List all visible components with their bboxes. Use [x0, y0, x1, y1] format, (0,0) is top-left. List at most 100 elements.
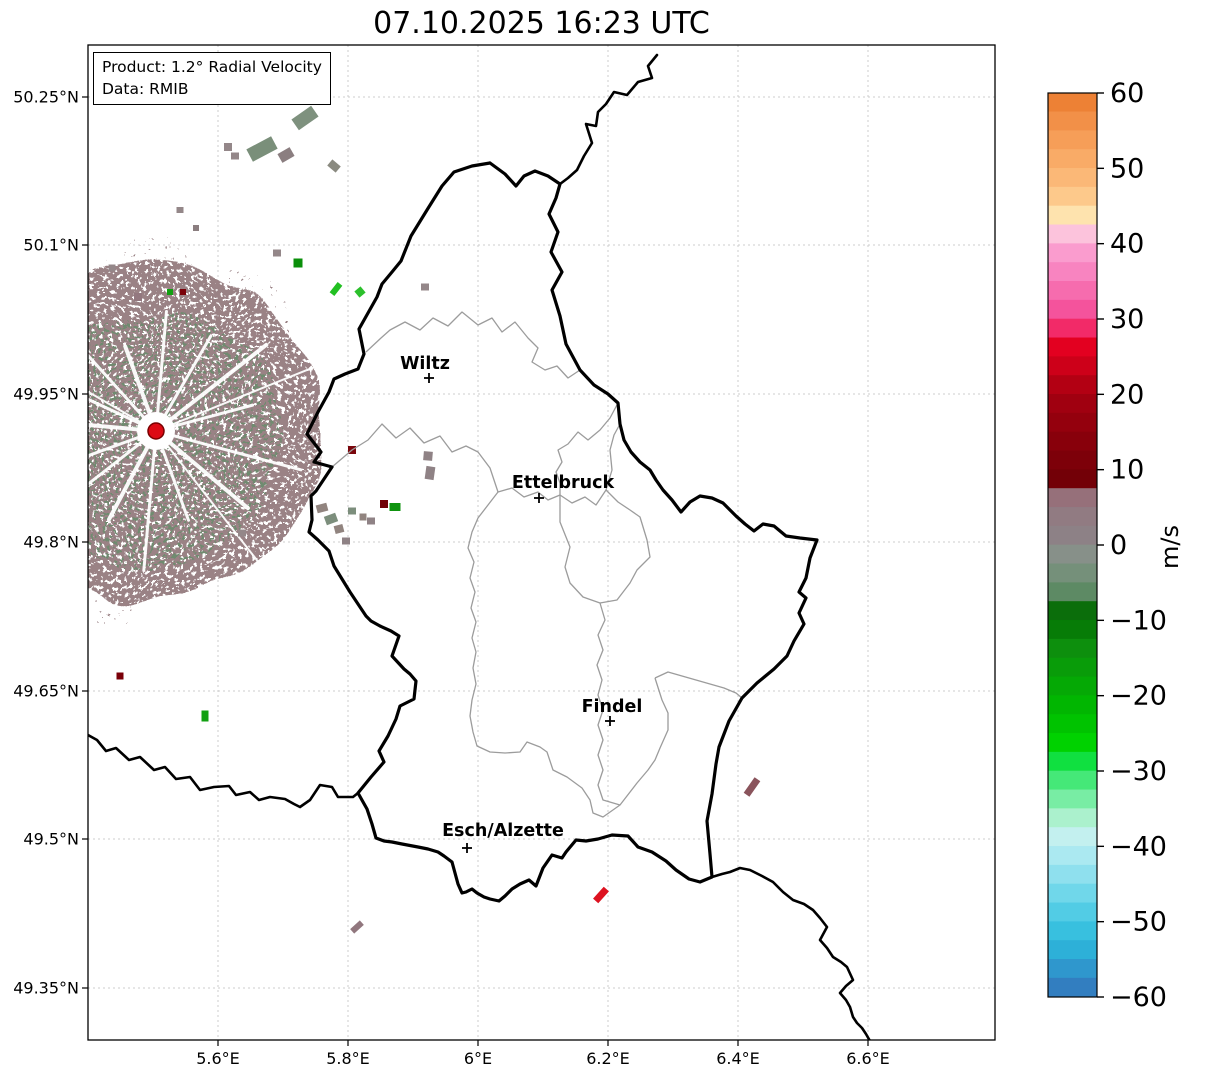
luxembourg-border: [305, 161, 819, 903]
clutter-speck: [421, 283, 429, 291]
data-source-line: Data: RMIB: [102, 80, 189, 98]
colorbar-band: [1048, 582, 1097, 602]
radar-spoke-gap: [88, 397, 142, 425]
colorbar-band: [1048, 488, 1097, 508]
colorbar-band: [1048, 563, 1097, 583]
clutter-speck: [273, 249, 281, 257]
clutter-speck: [293, 258, 303, 268]
colorbar-band: [1048, 751, 1097, 772]
y-tick-label: 50.25°N: [13, 88, 79, 107]
colorbar-band: [1048, 111, 1097, 131]
colorbar-band: [1048, 733, 1097, 753]
clutter-speck: [348, 507, 356, 515]
colorbar-band: [1048, 299, 1097, 320]
clutter-speck: [291, 105, 319, 131]
x-tick-label: 6.6°E: [846, 1049, 890, 1068]
neighbor-country-border: [88, 733, 360, 809]
colorbar-band: [1048, 676, 1097, 696]
colorbar-band: [1048, 544, 1097, 565]
district-borders: [331, 311, 743, 818]
radar-spoke-gap: [123, 344, 152, 417]
radar-spoke-gaps: [88, 309, 315, 572]
colorbar-tick-label: 0: [1110, 530, 1127, 561]
clutter-speck: [224, 143, 232, 151]
colorbar-band: [1048, 620, 1097, 640]
colorbar-band: [1048, 318, 1097, 339]
colorbar-band: [1048, 525, 1097, 546]
axis-tick-labels: 5.6°E 5.8°E 6°E 6.2°E 6.4°E 6.6°E 50.25°N 50.1°…: [13, 88, 890, 1069]
clutter-speck: [193, 225, 199, 231]
city-marker-ettelbruck: [534, 493, 544, 503]
radar-spoke-gap: [156, 309, 168, 415]
clutter-speck: [277, 147, 295, 163]
clutter-speck: [329, 282, 343, 296]
x-tick-label: 5.8°E: [326, 1049, 370, 1068]
district-border: [467, 491, 669, 818]
radar-site-dot: [147, 422, 165, 440]
clutter-speck: [743, 777, 761, 797]
colorbar-tick-labels: 60 50 40 30 20 10 0 −10 −20 −30 −40 −50 −60: [1110, 78, 1167, 1013]
x-tick-label: 5.6°E: [196, 1049, 240, 1068]
colorbar-tick-label: 20: [1110, 379, 1144, 410]
radar-spoke-gap: [107, 444, 150, 522]
city-annotations: Wiltz Ettelbruck Findel Esch/Alzette: [400, 354, 642, 853]
colorbar-band: [1048, 450, 1097, 470]
country-borders: [88, 53, 871, 1040]
x-tick-label: 6°E: [464, 1049, 492, 1068]
radar-spoke-gap: [88, 390, 142, 423]
colorbar-tick-label: 40: [1110, 229, 1144, 260]
district-border: [559, 489, 651, 604]
clutter-speck: [108, 264, 116, 272]
clutter-speck: [342, 537, 350, 545]
clutter-speck: [350, 920, 364, 934]
colorbar-band: [1048, 431, 1097, 452]
neighbor-country-border: [710, 866, 871, 1040]
city-label-esch-alzette: Esch/Alzette: [442, 821, 564, 841]
radar-spoke-gap: [166, 444, 262, 566]
clutter-speck: [134, 293, 142, 301]
map-content: Wiltz Ettelbruck Findel Esch/Alzette: [88, 45, 995, 1040]
colorbar-band: [1048, 770, 1097, 791]
clutter-speck: [323, 512, 339, 526]
y-tick-label: 49.65°N: [13, 682, 79, 701]
colorbar-band: [1048, 92, 1097, 113]
colorbar-ticks: [1097, 92, 1104, 998]
colorbar-band: [1048, 695, 1097, 715]
colorbar-tick-label: 50: [1110, 153, 1144, 184]
clutter-speck: [593, 886, 609, 904]
colorbar-band: [1048, 186, 1097, 207]
clutter-speck: [246, 136, 278, 162]
radar-spoke-gap: [160, 446, 190, 522]
radar-spoke-gap: [168, 342, 269, 422]
y-tick-label: 49.8°N: [23, 533, 79, 552]
colorbar-band: [1048, 902, 1097, 922]
clutter-speck: [176, 207, 184, 213]
clutter-speck: [238, 529, 246, 537]
y-tick-label: 49.5°N: [23, 830, 79, 849]
colorbar-tick-label: −40: [1110, 831, 1167, 862]
colorbar-band: [1048, 638, 1097, 659]
clutter-speck: [354, 286, 366, 298]
clutter-speck: [389, 503, 401, 511]
x-tick-label: 6.2°E: [586, 1049, 630, 1068]
radar-spoke-gap: [88, 440, 144, 487]
y-tick-label: 49.35°N: [13, 979, 79, 998]
clutter-specks: [108, 105, 761, 934]
colorbar-band: [1048, 224, 1097, 244]
clutter-speck: [359, 513, 367, 521]
colorbar-band: [1048, 168, 1097, 188]
clutter-speck: [423, 451, 433, 461]
clutter-speck: [333, 523, 345, 535]
colorbar-band: [1048, 864, 1097, 885]
colorbar-tick-label: −50: [1110, 907, 1167, 938]
radar-echo-patch: [98, 233, 202, 337]
colorbar-band: [1048, 883, 1097, 904]
clutter-speck: [315, 502, 329, 514]
colorbar-tick-label: −30: [1110, 756, 1167, 787]
colorbar-band: [1048, 205, 1097, 226]
colorbar-band: [1048, 959, 1097, 979]
radar-spoke-gap: [163, 334, 213, 417]
city-marker-esch-alzette: [462, 843, 472, 853]
colorbar-band: [1048, 977, 1097, 998]
